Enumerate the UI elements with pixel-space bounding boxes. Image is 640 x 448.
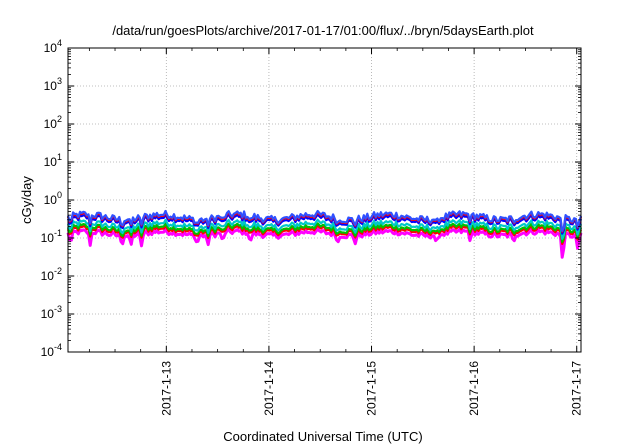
- series-group: [66, 209, 583, 259]
- plot-frame: [67, 47, 582, 353]
- x-tick-label: 2017-1-15: [365, 361, 379, 416]
- y-tick-label: 10-3: [41, 304, 62, 321]
- series-line: [66, 222, 583, 244]
- y-tick-label: 10-2: [41, 266, 62, 283]
- x-tick-label: 2017-1-14: [262, 361, 276, 416]
- series-line: [66, 209, 583, 232]
- series-line: [66, 227, 583, 259]
- y-tick-label: 100: [44, 190, 62, 207]
- y-tick-label: 104: [44, 38, 62, 55]
- y-tick-label: 10-4: [41, 342, 62, 359]
- grid: [68, 48, 581, 352]
- y-tick-label: 101: [44, 152, 62, 169]
- y-tick-label: 102: [44, 114, 62, 131]
- ticks: 10-4 10-3 10-2 10-1 100 101 102 103 104 2017-1-13…: [41, 38, 584, 416]
- x-axis-label: Coordinated Universal Time (UTC): [223, 429, 422, 444]
- y-axis-label: cGy/day: [19, 176, 34, 224]
- x-tick-label: 2017-1-17: [570, 361, 584, 416]
- x-tick-label: 2017-1-13: [159, 361, 173, 416]
- y-tick-label: 103: [44, 76, 62, 93]
- x-tick-label: 2017-1-16: [467, 361, 481, 416]
- y-tick-label: 10-1: [41, 228, 62, 245]
- chart-title: /data/run/goesPlots/archive/2017-01-17/0…: [112, 23, 534, 38]
- series-line: [66, 218, 583, 240]
